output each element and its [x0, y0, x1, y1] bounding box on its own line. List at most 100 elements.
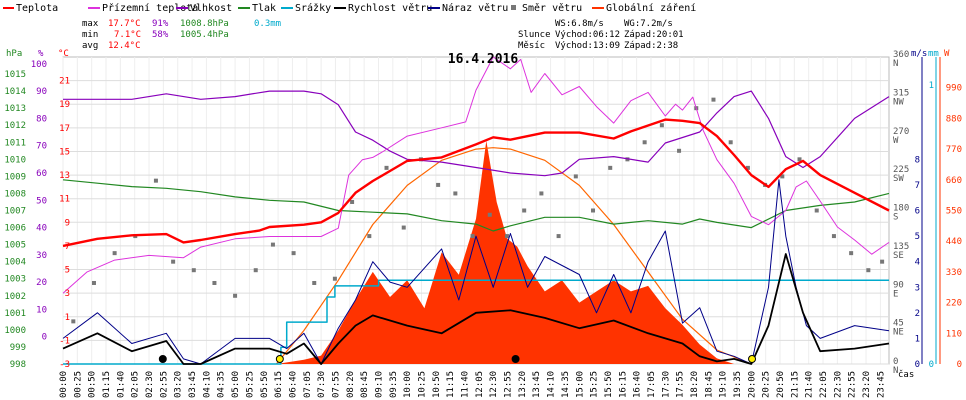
x-tick-label: 21:15 [790, 371, 800, 398]
info-moon-label: Měsíc [518, 41, 545, 51]
x-tick-label: 02:30 [145, 371, 155, 398]
hpa-tick: 1006 [4, 224, 26, 234]
pct-tick: 30 [36, 251, 47, 261]
ground-temperature-line [62, 56, 890, 294]
pct-tick: 80 [36, 114, 47, 124]
dir-label: E [893, 289, 898, 299]
x-tick-label: 23:20 [862, 371, 872, 398]
dir-tick: 270 [893, 127, 909, 137]
clear-sky-radiation-line [275, 147, 752, 365]
degc-tick: 7 [65, 242, 70, 252]
x-tick-label: 15:50 [604, 371, 614, 398]
x-tick-label: 06:15 [274, 371, 284, 398]
x-tick-label: 05:00 [231, 371, 241, 398]
x-tick-label: 22:30 [833, 371, 843, 398]
hpa-tick: 1013 [4, 104, 26, 114]
hpa-tick: 999 [10, 343, 26, 353]
dir-label: N [893, 59, 898, 69]
hpa-tick: 1010 [4, 155, 26, 165]
stats-max-rain: 0.3mm [254, 19, 281, 29]
degc-tick: 17 [59, 124, 70, 134]
wm-tick: 110 [946, 329, 962, 339]
x-tick-label: 15:00 [575, 371, 585, 398]
dir-tick: 135 [893, 242, 909, 252]
legend-temperature: Teplota [16, 3, 58, 14]
astro-marker [511, 355, 520, 363]
x-tick-label: 17:30 [661, 371, 671, 398]
pct-tick: 20 [36, 278, 47, 288]
stats-max-press: 1008.8hPa [180, 19, 229, 29]
legend-rain: Srážky [295, 2, 331, 14]
wind-dir-point [711, 97, 716, 102]
x-tick-label: 20:25 [762, 371, 772, 398]
x-tick-label: 09:10 [374, 371, 384, 398]
degc-tick: 11 [59, 195, 70, 205]
axes-layer: 00:00 00:25 00:50 01:15 01:40 02:05 02:30 02:55… [4, 50, 962, 398]
legend-ground-temperature: Přízemní teplota [102, 2, 198, 14]
wm-tick: 330 [946, 268, 962, 278]
wind-dir-point [573, 174, 578, 179]
x-tick-label: 10:00 [403, 371, 413, 398]
pct-tick: 100 [31, 60, 47, 70]
x-tick-label: 23:45 [876, 371, 886, 398]
degc-tick: 19 [59, 100, 70, 110]
ms-tick: 6 [915, 207, 920, 217]
wm-tick: 660 [946, 176, 962, 186]
wind-dir-point [470, 234, 475, 239]
wind-dir-point [591, 208, 596, 213]
x-tick-label: 06:40 [288, 371, 298, 398]
x-tick-label: 14:35 [561, 371, 571, 398]
wind-dir-point [797, 157, 802, 162]
info-sunrise: Východ:06:12 [555, 30, 620, 40]
x-tick-label: 21:40 [805, 371, 815, 398]
x-tick-label: 15:25 [590, 371, 600, 398]
legend-wind-speed: Rychlost větru [348, 2, 432, 14]
dir-label: W [893, 136, 899, 146]
dir-tick: 225 [893, 165, 909, 175]
rain-line [63, 279, 889, 365]
info-moonrise: Východ:13:09 [555, 41, 620, 51]
x-tick-label: 18:20 [690, 371, 700, 398]
x-tick-label: 02:05 [131, 371, 141, 398]
x-tick-label: 14:10 [547, 371, 557, 398]
wind-dir-point [608, 165, 613, 170]
wind-dir-point [332, 276, 337, 281]
x-tick-label: 00:50 [88, 371, 98, 398]
x-tick-label: 08:45 [360, 371, 370, 398]
dir-label: N [893, 366, 898, 376]
unit-hpa: hPa [6, 49, 22, 59]
x-tick-label: 16:40 [633, 371, 643, 398]
x-tick-label: 04:10 [202, 371, 212, 398]
x-tick-label: 12:55 [504, 371, 514, 398]
dir-tick: 0 [893, 357, 898, 367]
x-tick-label: 09:35 [389, 371, 399, 398]
x-tick-label: 07:30 [317, 371, 327, 398]
wm-tick: 880 [946, 114, 962, 124]
hpa-tick: 1008 [4, 189, 26, 199]
x-tick-label: 00:25 [73, 371, 83, 398]
wm-tick: 550 [946, 207, 962, 217]
degc-tick: 21 [59, 77, 70, 87]
stats-avg-temp: 12.4°C [108, 41, 141, 51]
legend-humidity: Vlhkost [190, 3, 232, 14]
grid [62, 57, 889, 365]
dir-tick: 315 [893, 88, 909, 98]
wind-dir-point [522, 208, 527, 213]
x-tick-label: 20:00 [747, 371, 757, 398]
info-sunset: Západ:20:01 [624, 30, 684, 40]
legend-wind-gust: Náraz větru [442, 2, 508, 14]
pct-tick: 60 [36, 169, 47, 179]
x-tick-label: 12:05 [475, 371, 485, 398]
wm-tick: 220 [946, 299, 962, 309]
wind-dir-point [866, 268, 871, 273]
degc-tick: -1 [59, 336, 70, 346]
ms-tick: 3 [915, 283, 920, 293]
wind-dir-point [436, 182, 441, 187]
pct-tick: 50 [36, 196, 47, 206]
x-tick-label: 01:15 [102, 371, 112, 398]
wind-dir-point [312, 280, 317, 285]
stats-min-press: 1005.4hPa [180, 30, 229, 40]
wind-dir-point [677, 148, 682, 153]
pressure-line [62, 179, 890, 232]
